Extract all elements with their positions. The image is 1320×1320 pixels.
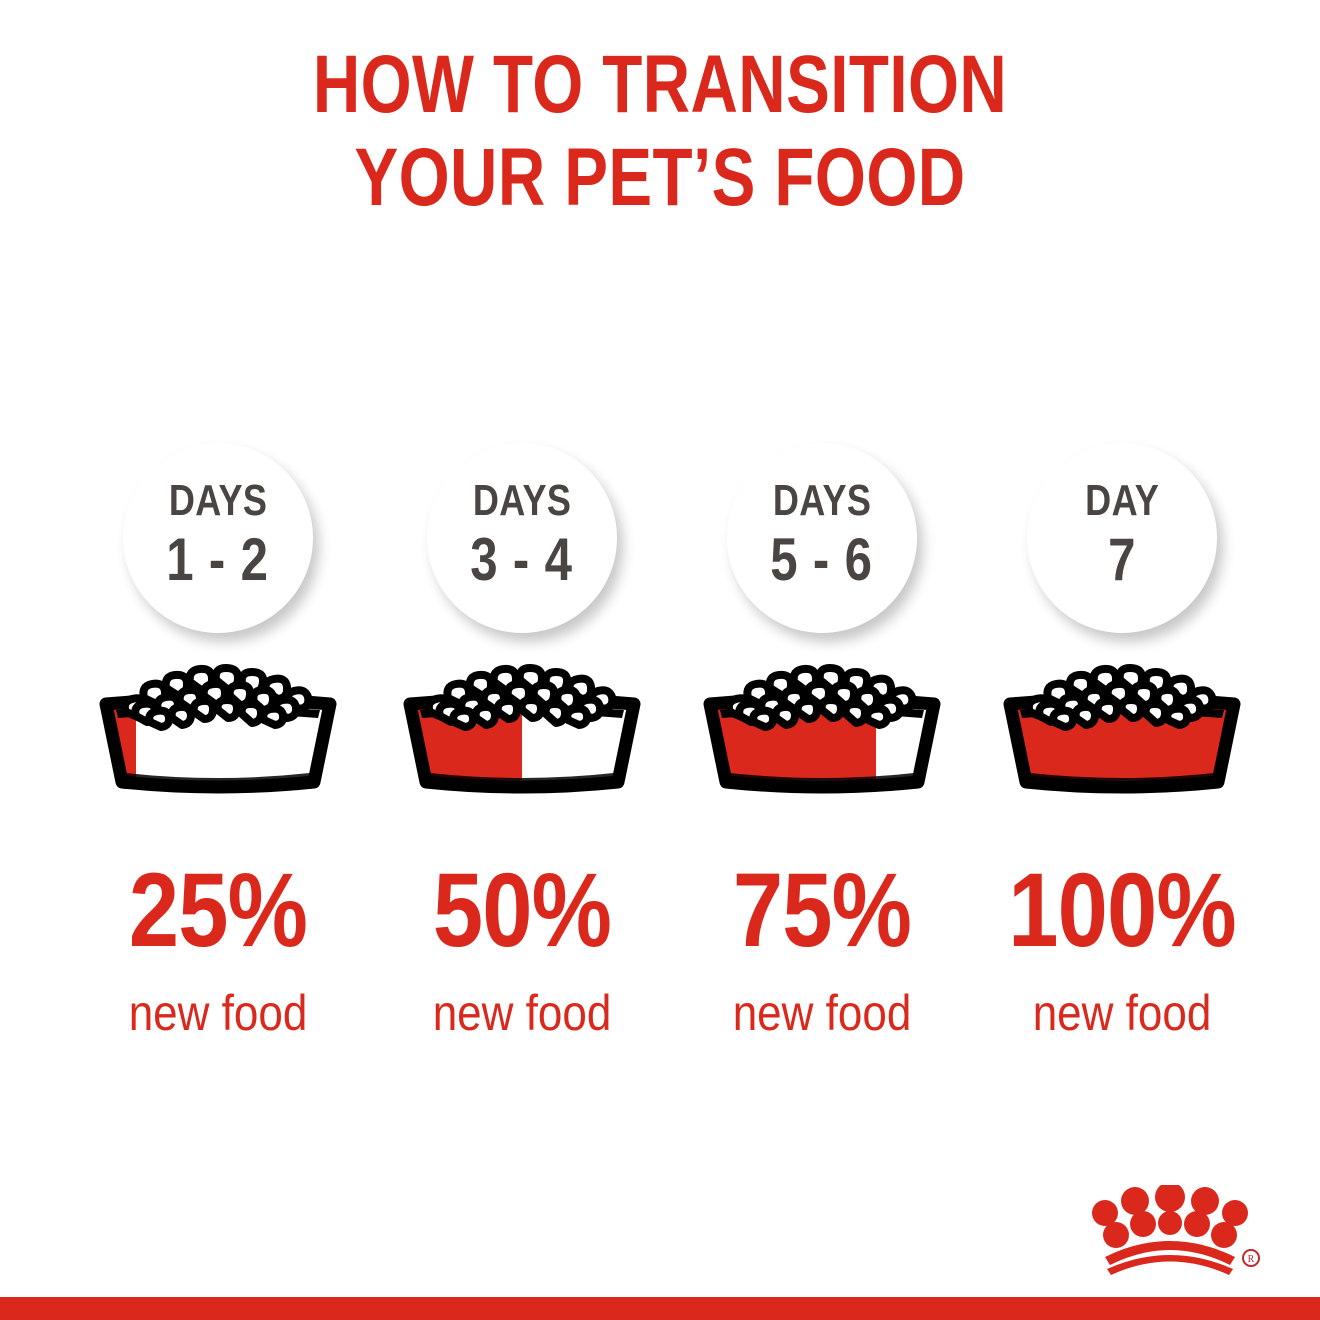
- pet-food-bowl-icon: [986, 660, 1258, 800]
- page-title: HOW TO TRANSITION YOUR PET’S FOOD: [132, 38, 1188, 225]
- day-badge-label-4: DAY: [1084, 476, 1160, 525]
- step-column-3: DAYS 5 - 6: [672, 0, 972, 1320]
- day-badge-1: DAYS 1 - 2: [123, 443, 313, 633]
- day-badge-label-2: DAYS: [472, 476, 572, 525]
- percent-value-2: 50%: [432, 852, 612, 969]
- percent-block-3: 75% new food: [672, 858, 972, 1038]
- royal-canin-crown-logo: R: [1083, 1185, 1269, 1280]
- title-line-2: YOUR PET’S FOOD: [354, 132, 966, 224]
- registered-trademark-symbol: R: [1248, 1254, 1255, 1265]
- step-column-1: DAYS 1 - 2: [68, 0, 368, 1320]
- percent-block-4: 100% new food: [972, 858, 1272, 1038]
- day-badge-number-4: 7: [1107, 526, 1137, 593]
- day-badge-3: DAYS 5 - 6: [727, 443, 917, 633]
- pet-food-bowl-icon: [82, 660, 354, 800]
- title-line-1: HOW TO TRANSITION: [312, 39, 1008, 130]
- day-badge-2: DAYS 3 - 4: [427, 443, 617, 633]
- day-badge-number-1: 1 - 2: [166, 526, 270, 593]
- day-badge-4: DAY 7: [1027, 443, 1217, 633]
- percent-caption-1: new food: [128, 985, 308, 1041]
- day-badge-number-3: 5 - 6: [770, 526, 874, 593]
- percent-value-4: 100%: [1008, 852, 1236, 969]
- step-column-4: DAY 7: [972, 0, 1272, 1320]
- percent-block-2: 50% new food: [372, 858, 672, 1038]
- percent-caption-4: new food: [1032, 985, 1212, 1041]
- day-badge-label-1: DAYS: [168, 476, 268, 525]
- pet-food-bowl-icon: [386, 660, 658, 800]
- step-column-2: DAYS 3 - 4: [372, 0, 672, 1320]
- percent-value-3: 75%: [732, 852, 912, 969]
- percent-caption-2: new food: [432, 985, 612, 1041]
- day-badge-number-2: 3 - 4: [470, 526, 574, 593]
- pet-food-bowl-icon: [686, 660, 958, 800]
- percent-block-1: 25% new food: [68, 858, 368, 1038]
- percent-value-1: 25%: [128, 852, 308, 969]
- percent-caption-3: new food: [732, 985, 912, 1041]
- day-badge-label-3: DAYS: [772, 476, 872, 525]
- footer-red-bar: [0, 1297, 1320, 1320]
